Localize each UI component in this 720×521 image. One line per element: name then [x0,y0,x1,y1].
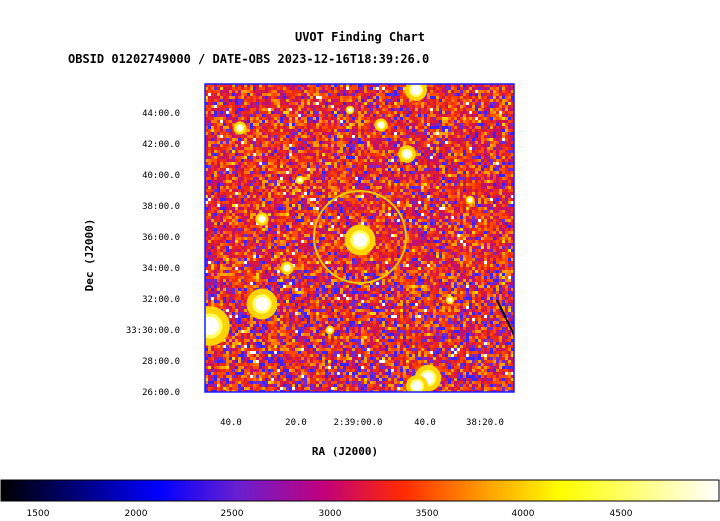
colorbar-tick-label: 1500 [27,509,50,519]
ra-tick-label: 40.0 [414,418,436,428]
dec-tick-label: 28:00.0 [142,357,180,367]
dec-tick-label: 36:00.0 [142,233,180,243]
dec-tick-label: 33:30:00.0 [126,326,180,336]
colorbar-tick-label: 2500 [221,509,244,519]
colorbar-tick-label: 3500 [416,509,439,519]
y-axis-label: Dec (J2000) [83,219,96,292]
dec-tick-label: 40:00.0 [142,171,180,181]
colorbar [0,479,720,502]
ra-tick-labels: 40.0 20.0 2:39:00.0 40.0 38:20.0 [220,418,504,428]
x-axis-label: RA (J2000) [312,445,378,458]
dec-tick-labels: 44:00.0 42:00.0 40:00.0 38:00.0 36:00.0 34:00… [126,109,180,398]
ra-tick-label: 20.0 [285,418,307,428]
dec-tick-label: 32:00.0 [142,295,180,305]
colorbar-tick-label: 4000 [512,509,535,519]
dec-tick-label: 42:00.0 [142,140,180,150]
image-frame [204,83,515,393]
sky-image [205,84,514,392]
colorbar-tick-label: 4500 [610,509,633,519]
dec-tick-label: 44:00.0 [142,109,180,119]
colorbar-tick-label: 3000 [319,509,342,519]
ra-tick-label: 38:20.0 [466,418,504,428]
source-region-circle [313,190,407,284]
colorbar-tick-label: 2000 [125,509,148,519]
colorbar-tick-labels: 1500 2000 2500 3000 3500 4000 4500 [27,509,633,519]
dec-tick-label: 34:00.0 [142,264,180,274]
ra-tick-label: 2:39:00.0 [334,418,383,428]
ra-tick-label: 40.0 [220,418,242,428]
chart-title: UVOT Finding Chart [294,30,426,44]
dec-tick-label: 26:00.0 [142,388,180,398]
dec-tick-label: 38:00.0 [142,202,180,212]
chart-subtitle: OBSID 01202749000 / DATE-OBS 2023-12-16T… [68,52,430,66]
